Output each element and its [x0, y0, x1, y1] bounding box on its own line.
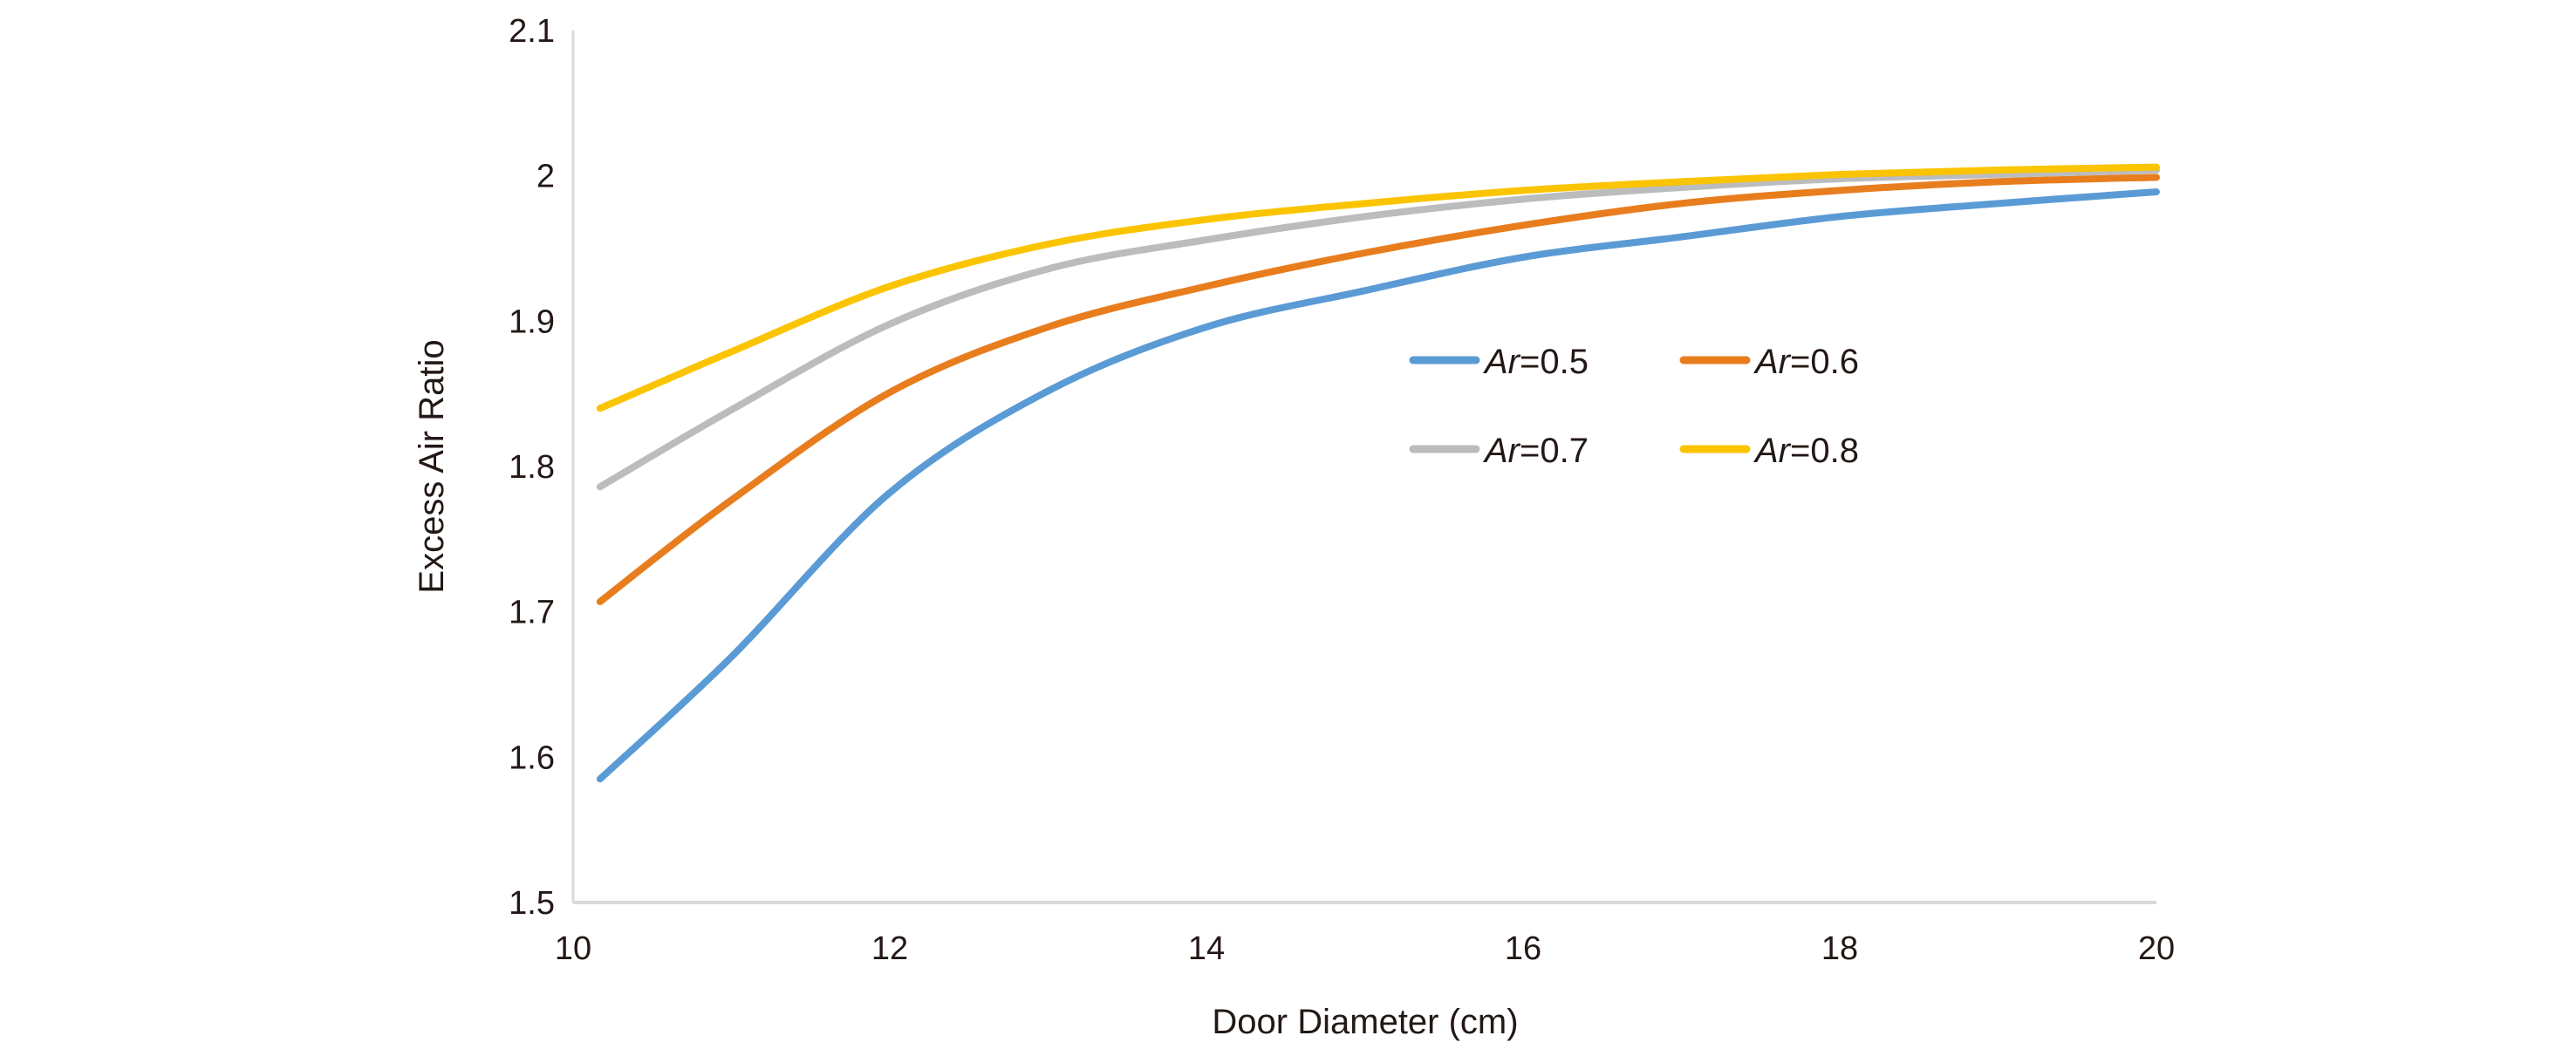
x-tick-label: 14 — [1188, 930, 1225, 967]
series-lines — [596, 163, 2160, 783]
legend-label: Ar=0.6 — [1753, 343, 1859, 381]
y-axis-title: Excess Air Ratio — [413, 339, 451, 593]
x-tick-label: 20 — [2138, 930, 2175, 967]
legend-label-prefix: Ar — [1483, 343, 1521, 381]
legend-label-suffix: =0.8 — [1790, 432, 1859, 470]
y-tick-label: 1.8 — [509, 449, 555, 486]
series-line-1 — [596, 174, 2160, 605]
legend-label-suffix: =0.6 — [1790, 343, 1859, 381]
y-tick-label: 1.6 — [509, 739, 555, 776]
legend-label: Ar=0.8 — [1753, 432, 1859, 470]
y-tick-label: 2 — [536, 159, 555, 195]
x-tick-label: 10 — [555, 930, 591, 967]
y-tick-label: 1.5 — [509, 885, 555, 922]
legend-label: Ar=0.7 — [1483, 432, 1589, 470]
x-tick-labels: 10 12 14 16 18 20 — [555, 930, 2175, 967]
legend-label-prefix: Ar — [1753, 343, 1792, 381]
legend-label: Ar=0.5 — [1483, 343, 1589, 381]
legend-label-suffix: =0.5 — [1520, 343, 1589, 381]
series-line-2 — [596, 167, 2160, 491]
series-line-3 — [596, 163, 2160, 412]
y-tick-label: 2.1 — [509, 13, 555, 50]
legend-label-prefix: Ar — [1483, 432, 1521, 470]
x-tick-label: 16 — [1505, 930, 1541, 967]
y-tick-label: 1.9 — [509, 303, 555, 340]
y-tick-label: 1.7 — [509, 595, 555, 631]
y-tick-labels: 1.5 1.6 1.7 1.8 1.9 2 2.1 — [509, 13, 555, 922]
x-tick-label: 18 — [1821, 930, 1858, 967]
legend-label-suffix: =0.7 — [1520, 432, 1589, 470]
legend-label-prefix: Ar — [1753, 432, 1792, 470]
series-line-0 — [596, 188, 2160, 783]
legend: Ar=0.5 Ar=0.6Ar=0.7 Ar=0.8 — [1409, 343, 1859, 470]
x-tick-label: 12 — [871, 930, 908, 967]
x-axis-title: Door Diameter (cm) — [1212, 1003, 1518, 1041]
